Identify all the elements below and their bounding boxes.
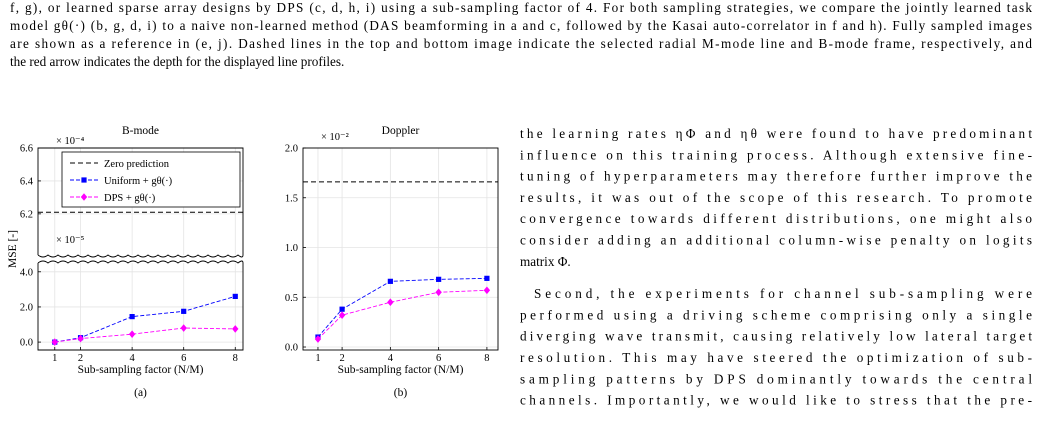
- y-tick-label: 6.2: [20, 209, 33, 220]
- x-tick-label: 6: [436, 353, 441, 364]
- x-tick-label: 1: [52, 353, 57, 364]
- marker: [180, 324, 187, 332]
- body-line: matrix Φ.: [520, 254, 571, 269]
- legend-label: DPS + gθ(·): [104, 193, 156, 204]
- marker: [128, 330, 136, 338]
- x-tick-label: 4: [129, 353, 135, 364]
- x-axis-label: Sub-sampling factor (N/M): [338, 364, 464, 376]
- x-tick-label: 2: [339, 353, 344, 364]
- y-tick-label: 0.0: [20, 338, 33, 349]
- marker: [51, 338, 58, 346]
- legend-label: Uniform + gθ(·): [104, 176, 173, 187]
- y-tick-label: 0.0: [285, 343, 298, 354]
- body-line: performed using a driving scheme compris…: [520, 307, 1032, 322]
- x-tick-label: 1: [315, 353, 320, 364]
- body-line: channels. Importantly, we would like to …: [520, 393, 1032, 408]
- marker: [339, 306, 345, 312]
- marker: [80, 193, 88, 201]
- body-line: results, it was out of the scope of this…: [520, 190, 1032, 205]
- body-line: consider adding an additional column-wis…: [520, 233, 1032, 248]
- x-tick-label: 4: [388, 353, 394, 364]
- marker: [338, 311, 346, 319]
- scale-label: × 10⁻²: [321, 132, 349, 143]
- caption-line: the red arrow indicates the depth for th…: [10, 54, 344, 69]
- y-tick-label: 1.5: [285, 193, 298, 204]
- marker: [232, 325, 239, 333]
- axis-frame: [37, 263, 244, 351]
- marker: [387, 278, 393, 284]
- figure-label: (b): [394, 387, 408, 399]
- x-tick-label: 8: [233, 353, 238, 364]
- series-line: [54, 327, 236, 343]
- body-line: tuning of hyperparameters may therefore …: [520, 169, 1032, 184]
- x-tick-label: 6: [181, 353, 186, 364]
- body-line: sampling patterns by DPS dominantly towa…: [520, 371, 1032, 386]
- scale-label: × 10⁻⁵: [56, 235, 85, 246]
- marker: [483, 286, 491, 295]
- y-tick-label: 0.5: [285, 293, 298, 304]
- body-line: convergence towards different distributi…: [520, 211, 1032, 226]
- x-tick-label: 2: [78, 353, 83, 364]
- axis-frame: [37, 147, 244, 255]
- body-line: influence on this training process. Alth…: [520, 147, 1032, 162]
- caption-line: model gθ(·) (b, g, d, i) to a naive non-…: [10, 18, 1032, 33]
- marker: [387, 298, 394, 307]
- axis-break: [37, 254, 244, 258]
- marker: [129, 314, 135, 320]
- axis-frame: [302, 147, 499, 351]
- y-tick-label: 6.6: [20, 144, 33, 155]
- axis-break: [37, 260, 244, 264]
- body-line: Second, the experiments for channel sub-…: [534, 286, 1032, 301]
- marker: [77, 334, 84, 343]
- y-tick-label: 2.0: [285, 144, 298, 155]
- y-axis-label: MSE [-]: [7, 230, 19, 268]
- marker: [232, 293, 238, 299]
- y-tick-label: 6.4: [20, 176, 34, 187]
- y-tick-label: 2.0: [20, 302, 33, 313]
- body-line: the learning rates ηΦ and ηθ were found …: [520, 126, 1032, 141]
- chart-title: B-mode: [122, 125, 159, 137]
- legend-label: Zero prediction: [104, 159, 170, 170]
- figure-label: (a): [134, 387, 147, 399]
- marker: [81, 177, 87, 183]
- scale-label: × 10⁻⁴: [56, 136, 85, 147]
- caption-line: are shown as a reference in (e, j). Dash…: [10, 36, 1032, 51]
- marker: [484, 275, 490, 281]
- body-line: diverging wave transmit, causing relativ…: [520, 329, 1032, 344]
- marker: [314, 335, 322, 343]
- body-line: resolution. This may have steered the op…: [520, 350, 1032, 365]
- x-axis-label: Sub-sampling factor (N/M): [78, 364, 204, 376]
- chart-title: Doppler: [382, 125, 420, 137]
- marker: [181, 308, 187, 314]
- y-tick-label: 1.0: [285, 243, 298, 254]
- x-tick-label: 8: [484, 353, 489, 364]
- marker: [435, 288, 442, 297]
- caption-line: f, g), or learned sparse array designs b…: [10, 0, 1032, 15]
- y-tick-label: 4.0: [20, 267, 33, 278]
- marker: [436, 276, 442, 282]
